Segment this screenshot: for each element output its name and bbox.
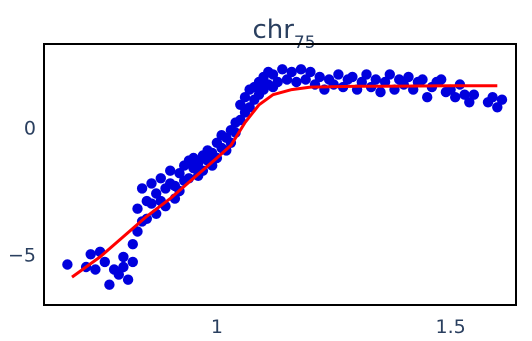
y-tick-label: −5 <box>8 244 36 266</box>
scatter-point <box>496 94 508 105</box>
scatter-point <box>174 168 185 179</box>
scatter-point <box>122 274 134 285</box>
scatter-point <box>277 64 288 75</box>
scatter-point <box>291 76 302 88</box>
scatter-point <box>300 74 311 85</box>
scatter-point <box>272 76 283 88</box>
scatter-point <box>450 92 461 103</box>
scatter-point <box>85 249 96 260</box>
x-tick-label: 1.5 <box>435 316 465 338</box>
chart-title-main: chr <box>252 15 294 45</box>
scatter-point <box>62 259 73 270</box>
scatter-point <box>193 157 204 169</box>
scatter-point <box>146 178 157 189</box>
scatter-point <box>132 226 143 237</box>
scatter-point <box>403 71 414 83</box>
scatter-point <box>239 92 251 103</box>
scatter-point <box>370 74 381 85</box>
scatter-point <box>281 74 293 85</box>
fit-line <box>71 84 498 279</box>
scatter-point <box>375 86 386 98</box>
scatter-point <box>436 74 447 85</box>
scatter-point <box>104 279 115 290</box>
plot-frame <box>43 43 517 306</box>
scatter-point <box>118 251 129 263</box>
scatter-point <box>286 66 297 78</box>
scatter-point <box>492 102 503 113</box>
scatter-point <box>487 92 498 103</box>
scatter-point <box>356 76 367 88</box>
scatter-point <box>235 99 246 111</box>
scatter-point <box>244 102 255 113</box>
scatter-point <box>295 64 307 75</box>
scatter-point <box>468 89 480 100</box>
scatter-point <box>127 239 138 250</box>
scatter-point <box>90 264 101 275</box>
scatter-point <box>113 269 125 280</box>
scatter-point <box>361 69 372 80</box>
scatter-point <box>151 188 162 199</box>
plot-area <box>62 64 508 290</box>
scatter-point <box>305 66 316 78</box>
scatter-point <box>422 92 433 103</box>
scatter-point <box>417 74 428 85</box>
scatter-point <box>459 89 470 100</box>
chart-title: chr75 <box>252 15 315 53</box>
scatter-point <box>127 256 138 268</box>
scatter-point <box>347 71 358 83</box>
scatter-point <box>314 71 325 83</box>
scatter-point <box>99 256 111 268</box>
x-tick-label: 1 <box>211 316 223 338</box>
scatter-point <box>333 69 344 80</box>
scatter-point <box>132 203 143 214</box>
scatter-point <box>267 69 279 80</box>
scatter-point <box>235 114 246 126</box>
y-tick-label: 0 <box>24 118 36 140</box>
scatter-point <box>464 97 475 108</box>
scatter-point <box>136 183 148 194</box>
scatter-point <box>165 165 176 176</box>
tick-labels: 1 1.5 0 −5 <box>8 118 466 338</box>
scatter-point <box>155 173 166 184</box>
scatter-point <box>379 76 391 88</box>
scatter-point <box>384 69 395 80</box>
scatter-point <box>146 198 157 209</box>
scatter-point <box>118 261 129 273</box>
